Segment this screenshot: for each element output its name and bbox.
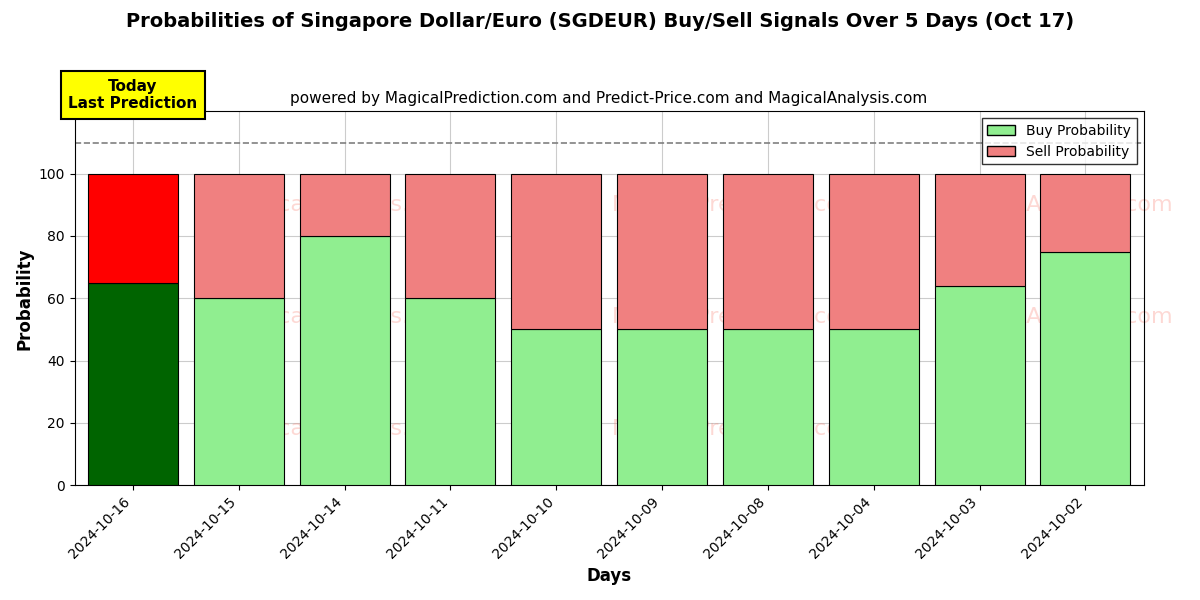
Bar — [511, 173, 601, 329]
Text: MagicalPrediction.com: MagicalPrediction.com — [612, 419, 863, 439]
Bar — [722, 329, 812, 485]
Bar — [406, 298, 496, 485]
Text: MagicalPrediction.com: MagicalPrediction.com — [612, 307, 863, 327]
Bar — [1040, 173, 1130, 251]
Bar — [829, 329, 919, 485]
Bar — [88, 173, 178, 283]
Text: Today
Last Prediction: Today Last Prediction — [68, 79, 198, 112]
Legend: Buy Probability, Sell Probability: Buy Probability, Sell Probability — [982, 118, 1136, 164]
Bar — [617, 173, 707, 329]
Bar — [935, 286, 1025, 485]
Y-axis label: Probability: Probability — [16, 247, 34, 350]
Text: MagicalAnalysis.com: MagicalAnalysis.com — [226, 307, 457, 327]
Bar — [88, 283, 178, 485]
X-axis label: Days: Days — [587, 567, 631, 585]
Bar — [300, 236, 390, 485]
Text: MagicalAnalysis.com: MagicalAnalysis.com — [942, 307, 1174, 327]
Bar — [1040, 251, 1130, 485]
Text: MagicalPrediction.com: MagicalPrediction.com — [612, 195, 863, 215]
Bar — [722, 173, 812, 329]
Bar — [935, 173, 1025, 286]
Bar — [193, 173, 283, 298]
Bar — [406, 173, 496, 298]
Bar — [829, 173, 919, 329]
Title: powered by MagicalPrediction.com and Predict-Price.com and MagicalAnalysis.com: powered by MagicalPrediction.com and Pre… — [290, 91, 928, 106]
Bar — [300, 173, 390, 236]
Text: MagicalAnalysis.com: MagicalAnalysis.com — [226, 195, 457, 215]
Bar — [617, 329, 707, 485]
Text: MagicalAnalysis.com: MagicalAnalysis.com — [226, 419, 457, 439]
Bar — [511, 329, 601, 485]
Text: MagicalAnalysis.com: MagicalAnalysis.com — [942, 195, 1174, 215]
Bar — [193, 298, 283, 485]
Text: Probabilities of Singapore Dollar/Euro (SGDEUR) Buy/Sell Signals Over 5 Days (Oc: Probabilities of Singapore Dollar/Euro (… — [126, 12, 1074, 31]
